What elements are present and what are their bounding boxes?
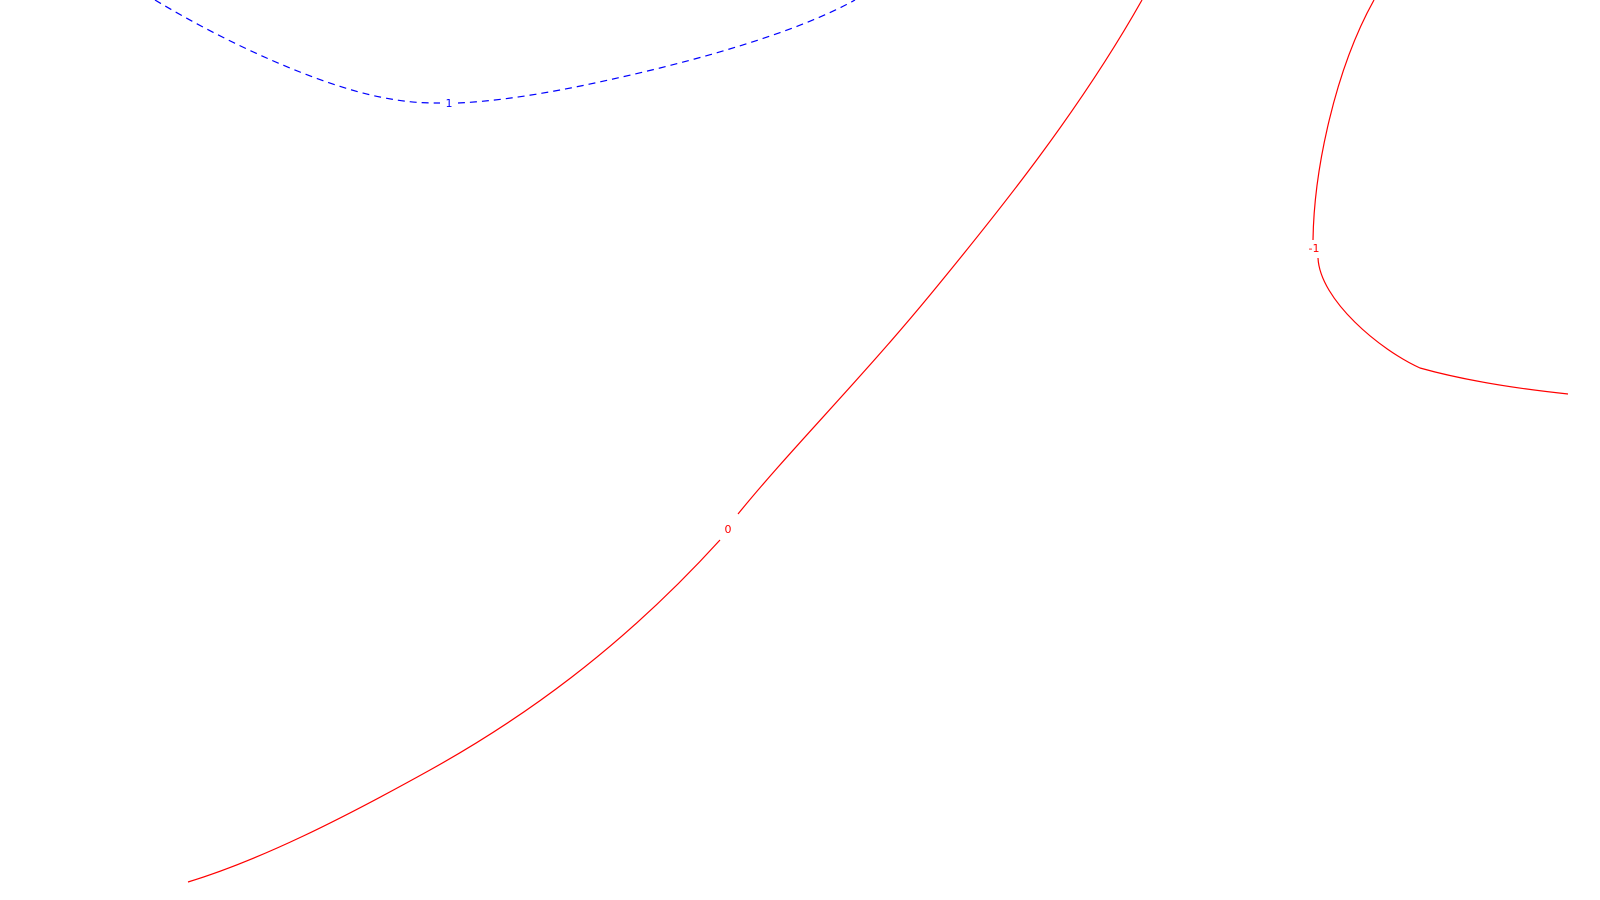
contour-line-level-0-segment-1 — [737, 0, 1143, 515]
contour-label-level-1: 1 — [446, 97, 453, 110]
contour-labels: 1 0 -1 — [446, 97, 1320, 536]
contour-line-level-0-segment-2 — [187, 539, 721, 883]
contour-label-level-neg1: -1 — [1309, 242, 1320, 255]
contour-line-level-neg1-segment-2 — [1317, 257, 1569, 395]
contour-label-level-0: 0 — [725, 523, 732, 536]
contour-line-level-neg1-segment-1 — [1312, 0, 1375, 241]
contour-line-level-1-segment-1 — [154, 0, 441, 104]
contour-lines — [154, 0, 1569, 883]
contour-line-level-1-segment-2 — [457, 0, 856, 104]
